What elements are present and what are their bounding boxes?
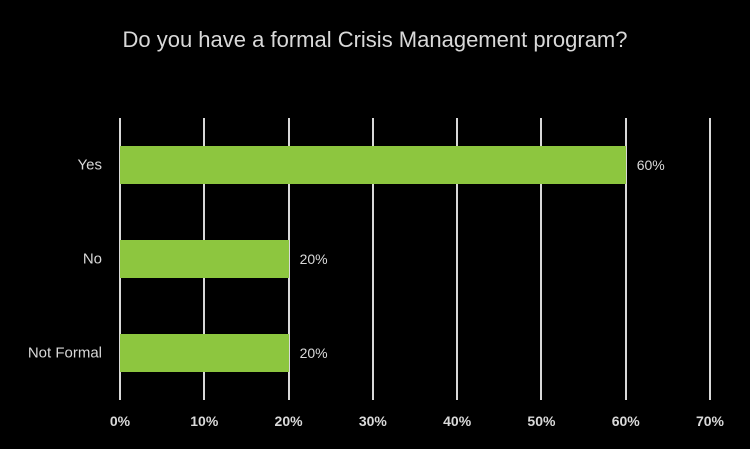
x-axis: 0% 10% 20% 30% 40% 50% 60% 70% <box>110 400 724 440</box>
value-label: 20% <box>299 251 328 267</box>
bar-rows: Yes 60% No 20% Not Formal 20% <box>28 118 710 400</box>
x-tick-label: 40% <box>443 413 472 429</box>
x-tick-label: 20% <box>274 413 303 429</box>
bar-no: 20% <box>120 240 328 278</box>
bar-yes: 60% <box>120 146 665 184</box>
gridline <box>709 118 711 400</box>
plot-area: Yes 60% No 20% Not Formal 20% 0% 10% 20% 30% 40% 5… <box>28 118 724 429</box>
category-label: No <box>82 250 102 268</box>
x-tick-label: 30% <box>358 413 387 429</box>
x-tick-label: 10% <box>190 413 219 429</box>
bar-not-formal: 20% <box>120 334 328 372</box>
gridline <box>624 118 627 400</box>
value-label: 60% <box>636 157 665 173</box>
x-tick-label: 0% <box>109 413 131 429</box>
value-label: 20% <box>299 345 328 361</box>
x-tick-label: 60% <box>611 413 640 429</box>
gridline <box>371 118 374 400</box>
bar-row: Not Formal 20% <box>28 306 710 400</box>
bar-row: No 20% <box>83 212 710 306</box>
chart-title: Do you have a formal Crisis Management p… <box>122 27 628 52</box>
gridline <box>540 118 543 400</box>
category-label: Yes <box>77 156 102 174</box>
gridline <box>287 118 290 400</box>
x-tick-label: 50% <box>527 413 556 429</box>
bar-row: Yes 60% <box>78 118 710 212</box>
gridline <box>456 118 459 400</box>
x-tick-label: 70% <box>695 413 725 429</box>
category-label: Not Formal <box>27 344 102 362</box>
